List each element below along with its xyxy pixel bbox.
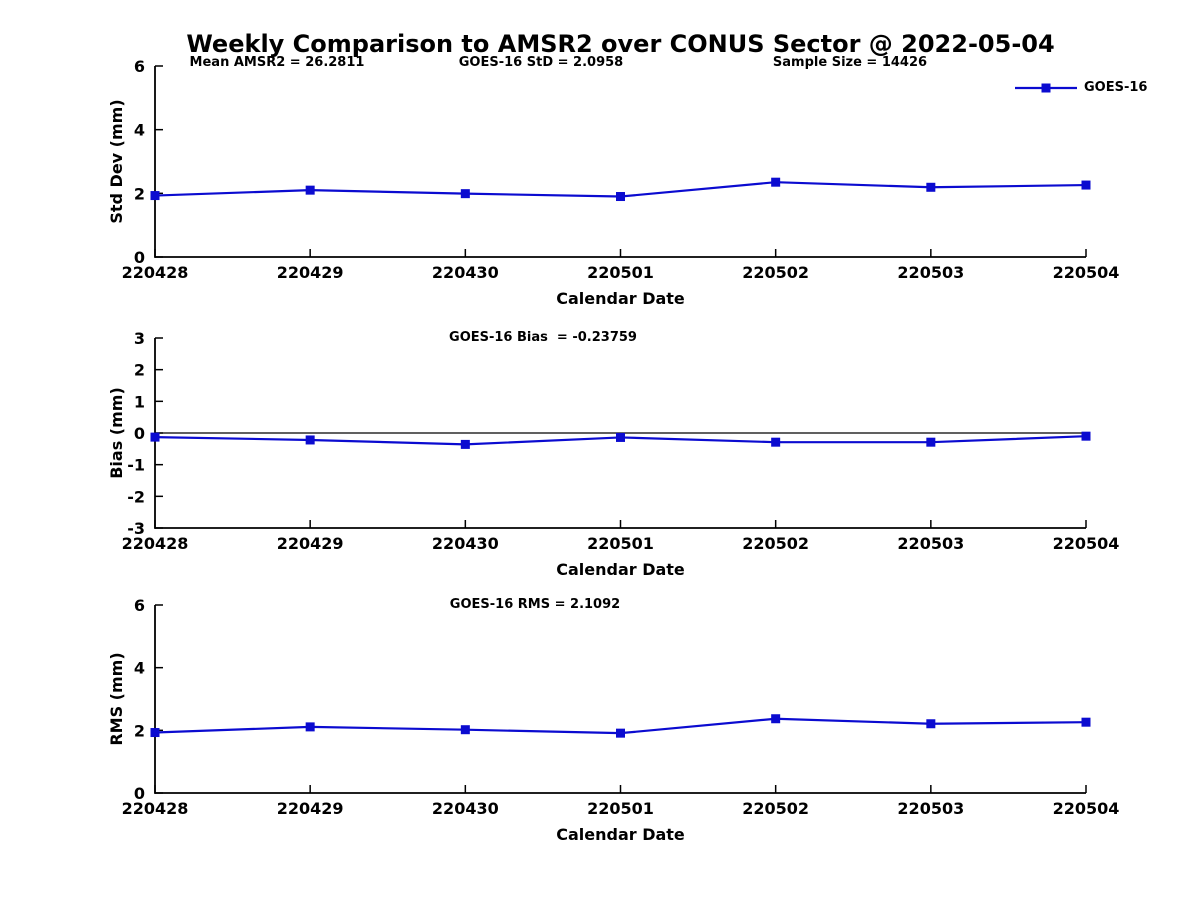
y-axis-tick-label: 2 — [134, 184, 145, 203]
data-point-marker — [305, 185, 315, 195]
x-axis-tick-label: 220504 — [1053, 534, 1120, 553]
y-axis-tick-label: 0 — [134, 424, 145, 443]
x-axis-label: Calendar Date — [556, 289, 685, 308]
y-axis-tick-label: 6 — [134, 596, 145, 615]
legend: GOES-16 — [1015, 80, 1147, 95]
y-axis-tick-label: 2 — [134, 361, 145, 380]
x-axis-tick-label: 220503 — [897, 263, 964, 282]
data-point-marker — [460, 189, 470, 199]
annotation-goes16-rms: GOES-16 RMS = 2.1092 — [449, 597, 621, 612]
data-point-marker — [305, 435, 315, 445]
x-axis-tick-label: 220502 — [742, 799, 809, 818]
data-point-marker — [460, 725, 470, 735]
data-point-marker — [1081, 180, 1091, 190]
y-axis-tick-label: 3 — [134, 329, 145, 348]
y-axis-label: Std Dev (mm) — [107, 99, 126, 223]
std-dev-chart: 0 2 4 6 220428 220429 220430 220501 220502 220503… — [107, 57, 1119, 308]
y-axis-label: Bias (mm) — [107, 387, 126, 479]
figure-title: Weekly Comparison to AMSR2 over CONUS Se… — [186, 30, 1055, 58]
legend-line-marker-icon — [1015, 83, 1077, 92]
data-point-marker — [1081, 717, 1091, 727]
y-axis-tick-label: 0 — [134, 248, 145, 267]
x-axis-tick-label: 220504 — [1053, 263, 1120, 282]
x-axis-tick-label: 220430 — [432, 534, 499, 553]
y-axis-tick-label: -2 — [127, 487, 145, 506]
y-axis-tick-label: 4 — [134, 121, 145, 140]
x-axis-tick-label: 220503 — [897, 534, 964, 553]
x-axis-tick-label: 220501 — [587, 534, 654, 553]
y-axis-tick-label: 4 — [134, 659, 145, 678]
y-axis-tick-label: 2 — [134, 721, 145, 740]
data-point-marker — [1081, 431, 1091, 441]
data-point-marker — [771, 437, 781, 447]
data-point-marker — [305, 722, 315, 732]
x-axis-label: Calendar Date — [556, 825, 685, 844]
x-axis-tick-label: 220429 — [277, 799, 344, 818]
y-axis-tick-label: -1 — [127, 456, 145, 475]
x-axis-tick-label: 220430 — [432, 799, 499, 818]
data-point-marker — [150, 432, 160, 442]
x-axis-tick-label: 220430 — [432, 263, 499, 282]
annotation-sample-size: Sample Size = 14426 — [772, 55, 928, 70]
x-axis-tick-label: 220503 — [897, 799, 964, 818]
data-point-marker — [771, 177, 781, 187]
rms-chart: 0 2 4 6 220428 220429 220430 220501 220502 220503… — [107, 596, 1119, 844]
x-axis-tick-label: 220428 — [122, 799, 189, 818]
data-point-marker — [616, 432, 625, 442]
legend-label: GOES-16 — [1084, 80, 1148, 95]
data-point-marker — [926, 719, 936, 729]
x-axis-label: Calendar Date — [556, 560, 685, 579]
x-axis-tick-label: 220428 — [122, 534, 189, 553]
data-point-marker — [150, 191, 160, 201]
x-axis-tick-label: 220429 — [277, 263, 344, 282]
x-axis-tick-label: 220429 — [277, 534, 344, 553]
x-axis-tick-label: 220428 — [122, 263, 189, 282]
data-point-marker — [771, 714, 781, 724]
data-point-marker — [616, 192, 625, 202]
y-axis-label: RMS (mm) — [107, 652, 126, 745]
x-axis-tick-label: 220502 — [742, 263, 809, 282]
x-axis-tick-label: 220501 — [587, 263, 654, 282]
data-point-marker — [926, 437, 936, 447]
data-point-marker — [616, 728, 625, 738]
y-axis-tick-label: 6 — [134, 57, 145, 76]
data-point-marker — [460, 439, 470, 449]
y-axis-tick-label: 1 — [134, 392, 145, 411]
data-point-marker — [150, 728, 160, 738]
annotation-goes16-bias: GOES-16 Bias = -0.23759 — [449, 330, 637, 345]
x-axis-tick-label: 220501 — [587, 799, 654, 818]
y-axis-tick-label: 0 — [134, 784, 145, 803]
annotation-mean-amsr2: Mean AMSR2 = 26.2811 — [189, 55, 365, 70]
y-axis-tick-label: -3 — [127, 519, 145, 538]
annotation-goes16-std: GOES-16 StD = 2.0958 — [458, 55, 624, 70]
data-point-marker — [926, 182, 936, 192]
x-axis-tick-label: 220504 — [1053, 799, 1120, 818]
x-axis-tick-label: 220502 — [742, 534, 809, 553]
